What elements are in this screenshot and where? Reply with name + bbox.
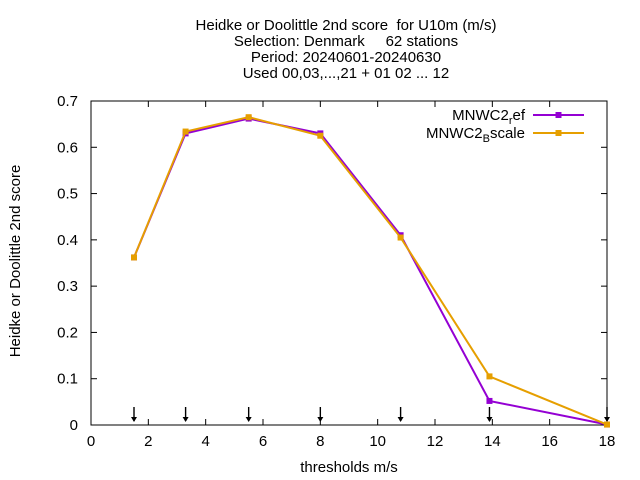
y-tick-label: 0.3 [57, 278, 78, 295]
threshold-arrow-head [604, 417, 610, 422]
data-point [604, 421, 610, 428]
title-line: Used 00,03,...,21 + 01 02 ... 12 [243, 65, 449, 82]
axis-ticks: 0 2 4 6 8 10 12 14 16 18 0 0.1 0.2 0.3 0.4 0.5 0.6 0.7 [57, 93, 615, 450]
y-axis-label: Heidke or Doolittle 2nd score [7, 165, 24, 358]
y-tick-label: 0.1 [57, 371, 78, 388]
data-point [486, 373, 493, 380]
data-point [317, 132, 324, 139]
series-line [133, 116, 608, 426]
title-line: Period: 20240601-20240630 [251, 49, 441, 66]
y-tick-label: 0.5 [57, 186, 78, 203]
x-tick-label: 12 [427, 433, 444, 450]
x-tick-label: 8 [316, 433, 324, 450]
legend-swatch-point [555, 112, 562, 118]
y-tick-label: 0.7 [57, 93, 78, 110]
threshold-arrow-head [245, 417, 252, 422]
plot-frame [90, 100, 608, 426]
y-tick-label: 0.2 [57, 324, 78, 341]
data-point [182, 128, 189, 135]
threshold-markers [131, 407, 610, 422]
title-line: Heidke or Doolittle 2nd score for U10m (… [196, 17, 497, 34]
data-point [245, 114, 252, 121]
y-tick-label: 0 [70, 417, 78, 434]
x-tick-label: 14 [484, 433, 501, 450]
x-tick-label: 6 [259, 433, 267, 450]
x-axis-label: thresholds m/s [300, 459, 398, 476]
x-tick-label: 10 [369, 433, 386, 450]
chart-title: Heidke or Doolittle 2nd score for U10m (… [196, 17, 497, 82]
legend-swatch-point [555, 130, 562, 136]
data-point [397, 234, 404, 241]
threshold-arrow-head [317, 417, 324, 422]
y-tick-label: 0.6 [57, 139, 78, 156]
data-point [131, 254, 137, 261]
legend-label: MNWC2Bscale [426, 125, 525, 145]
data-point [486, 397, 493, 404]
x-tick-label: 18 [599, 433, 616, 450]
series-line [133, 117, 608, 426]
threshold-arrow-head [397, 417, 404, 422]
legend-label: MNWC2ref [452, 107, 526, 127]
x-tick-label: 0 [87, 433, 95, 450]
threshold-arrow-head [486, 417, 493, 422]
x-tick-label: 16 [541, 433, 558, 450]
x-tick-label: 4 [201, 433, 209, 450]
x-tick-label: 2 [144, 433, 152, 450]
threshold-arrow-head [182, 417, 189, 422]
series [131, 114, 610, 428]
threshold-arrow-head [131, 417, 137, 422]
title-line: Selection: Denmark 62 stations [234, 33, 458, 50]
y-tick-label: 0.4 [57, 232, 78, 249]
